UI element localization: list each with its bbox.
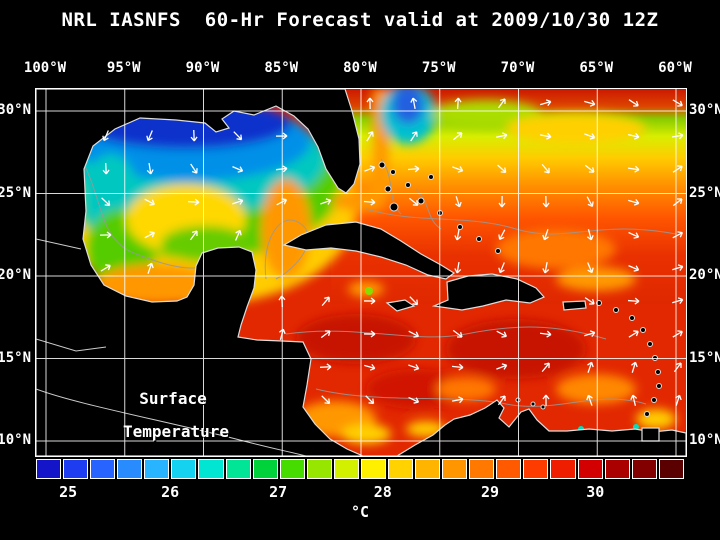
lon-tick-label: 60°W [658,60,692,76]
colorbar [35,459,685,479]
colorbar-segment [523,459,549,479]
colorbar-segment [333,459,359,479]
colorbar-segment [577,459,603,479]
colorbar-segment [604,459,630,479]
puerto-rico [562,300,587,311]
map-plot: Surface Temperature [35,88,687,457]
map-label-surface: Surface [139,389,207,408]
colorbar-segment [279,459,305,479]
sst-map [36,89,686,456]
lon-tick-label: 80°W [343,60,377,76]
hispaniola [431,273,546,311]
lon-axis: 100°W 95°W 90°W 85°W 80°W 75°W 70°W 65°W 60°W [24,60,692,80]
colorbar-segment [252,459,278,479]
graticule [36,89,686,456]
land-masses [36,89,686,456]
inland-lines [36,238,307,456]
colorbar-segment [144,459,170,479]
colorbar-segment [388,459,414,479]
colorbar-segment [496,459,522,479]
mainland [36,89,686,456]
lat-axis-right: 30°N 25°N 20°N 15°N 10°N [687,88,720,455]
colorbar-segment [117,459,143,479]
lat-tick-label: 20°N [689,267,720,283]
lon-tick-label: 70°W [500,60,535,76]
bahamas [378,161,501,254]
lat-axis-left: 30°N 25°N 20°N 15°N 10°N [0,88,33,455]
trinidad [641,427,660,442]
lat-tick-label: 10°N [689,432,720,448]
colorbar-segment [658,459,684,479]
colorbar-segment [90,459,116,479]
colorbar-segment [469,459,495,479]
lesser-antilles [515,300,662,417]
lon-tick-label: 75°W [421,60,456,76]
colorbar-tick-label: 27 [269,483,288,501]
colorbar-unit: °C [350,503,370,521]
colorbar-tick-label: 25 [59,483,78,501]
colorbar-segment [442,459,468,479]
lat-tick-label: 25°N [689,184,720,201]
colorbar-tick-label: 28 [373,483,392,501]
current-vectors [99,97,684,407]
colorbar-segment [415,459,441,479]
cuba [282,221,456,280]
colorbar-segment [171,459,197,479]
figure-title: NRL IASNFS 60-Hr Forecast valid at 2009/… [61,9,659,31]
lat-tick-label: 20°N [0,267,31,283]
lon-tick-label: 85°W [264,60,299,76]
lat-tick-label: 10°N [0,432,31,448]
colorbar-segment [360,459,387,479]
lat-tick-label: 30°N [689,102,720,118]
lon-tick-label: 65°W [579,60,614,76]
lon-tick-label: 90°W [185,60,220,76]
colorbar-segment [631,459,657,479]
colorbar-segment [225,459,251,479]
lon-tick-label: 95°W [106,60,141,76]
colorbar-segment [198,459,224,479]
lat-tick-label: 15°N [689,349,720,366]
lat-tick-label: 15°N [0,349,31,366]
lat-tick-label: 25°N [0,184,31,201]
map-label-temperature: Temperature [123,422,229,441]
colorbar-segment [36,459,62,479]
lat-tick-label: 30°N [0,102,31,118]
lon-tick-label: 100°W [23,60,67,76]
colorbar-tick-label: 29 [480,483,500,501]
colorbar-segment [63,459,89,479]
colorbar-tick-label: 26 [161,483,180,501]
colorbar-ticks: 25 26 27 28 29 30 [35,483,685,501]
colorbar-segment [306,459,332,479]
colorbar-tick-label: 30 [586,483,605,501]
colorbar-segment [550,459,576,479]
jamaica [385,299,416,312]
